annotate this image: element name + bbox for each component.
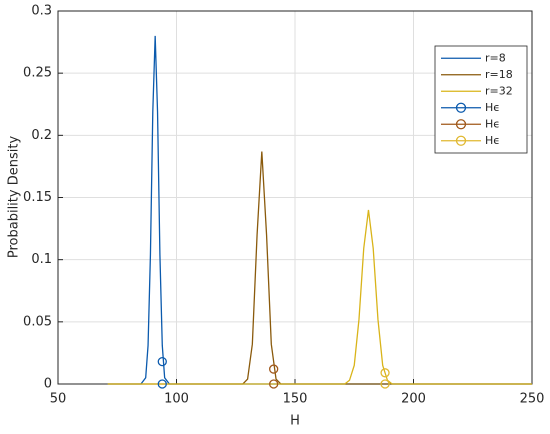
y-tick-label: 0.2 xyxy=(31,128,52,143)
x-tick-label: 250 xyxy=(520,392,545,407)
legend-label: r=32 xyxy=(485,84,513,97)
legend-marker xyxy=(455,135,467,146)
y-tick-label: 0.25 xyxy=(23,66,52,81)
marker xyxy=(157,356,167,367)
y-tick-label: 0 xyxy=(44,377,52,392)
legend-marker xyxy=(455,102,467,113)
y-tick-label: 0.1 xyxy=(31,252,52,267)
y-tick-label: 0.3 xyxy=(31,4,52,19)
legend: r=8 r=18 r=32 Hϵ Hϵ Hϵ xyxy=(434,45,528,154)
legend-label: r=18 xyxy=(485,68,513,81)
series-line xyxy=(107,151,532,385)
x-axis-label: H xyxy=(290,414,300,429)
legend-box xyxy=(434,45,528,154)
x-tick-label: 200 xyxy=(401,392,426,407)
y-tick-label: 0.15 xyxy=(23,190,52,205)
series-line xyxy=(107,35,532,385)
marker xyxy=(269,364,279,374)
marker xyxy=(380,368,390,378)
marker xyxy=(157,379,167,389)
legend-label: Hϵ xyxy=(485,101,500,114)
legend-marker xyxy=(455,119,467,130)
legend-label: Hϵ xyxy=(485,134,500,147)
x-tick-label: 150 xyxy=(283,392,308,407)
marker xyxy=(269,379,279,389)
legend-label: Hϵ xyxy=(485,117,500,130)
marker xyxy=(380,379,390,389)
x-tick-label: 50 xyxy=(50,392,67,407)
legend-label: r=8 xyxy=(485,51,506,64)
y-tick-label: 0.05 xyxy=(23,314,52,329)
y-axis-label: Probability Density xyxy=(7,136,22,259)
x-tick-label: 100 xyxy=(164,392,189,407)
